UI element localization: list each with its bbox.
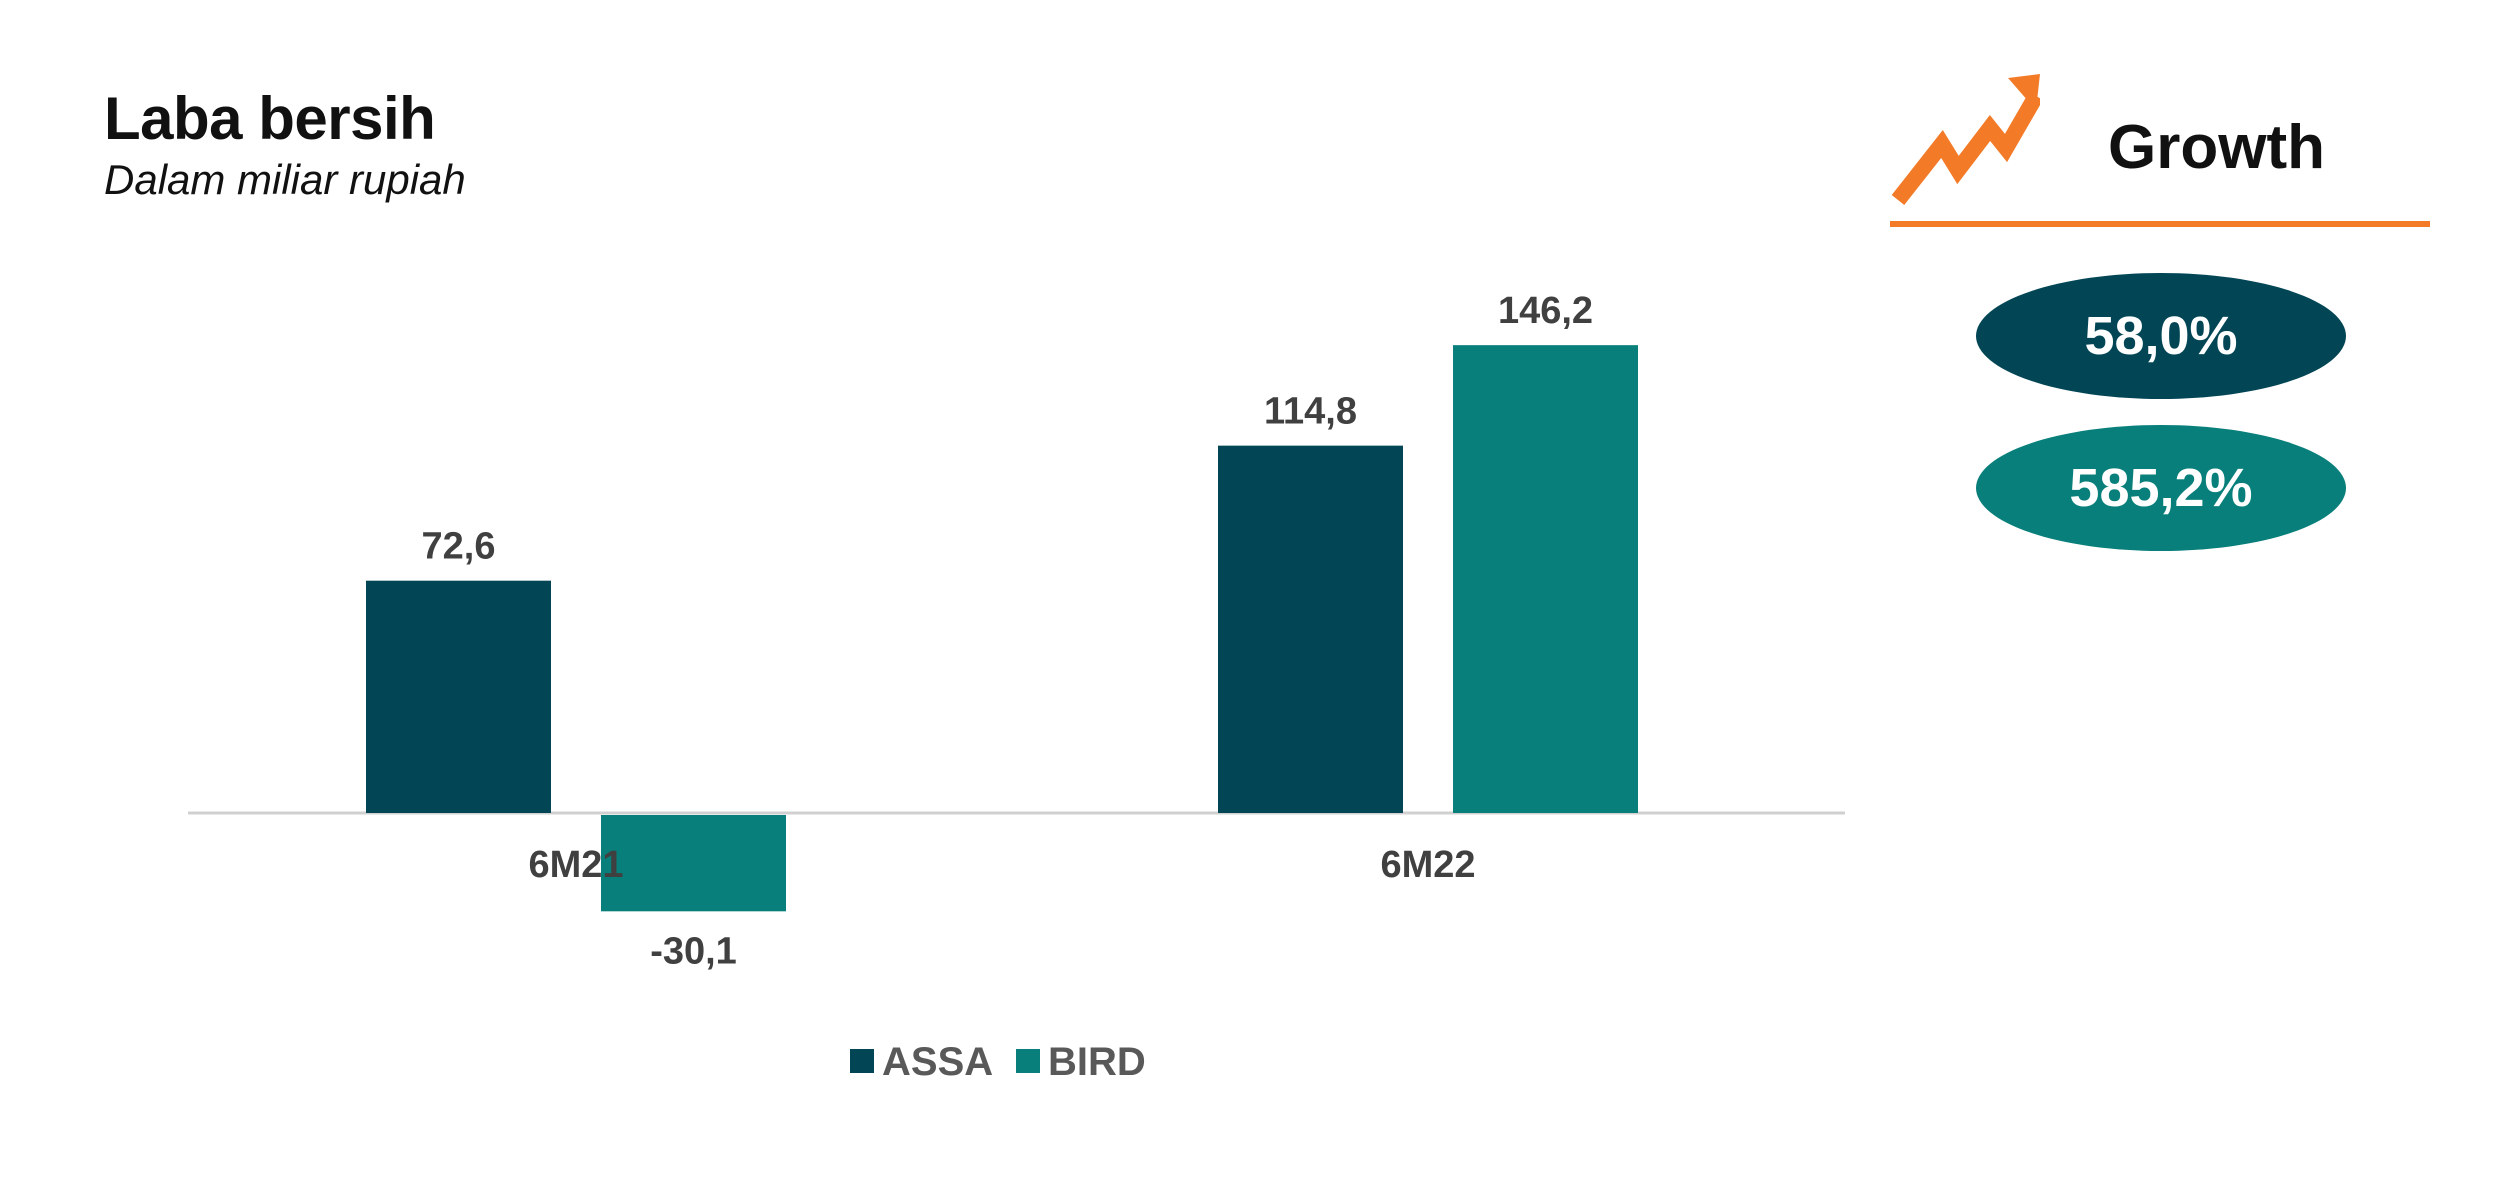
category-label-6m22: 6M22 <box>1380 844 1475 886</box>
trend-up-arrow-icon <box>1891 74 2040 205</box>
growth-panel: Growth 58,0% 585,2% <box>1890 60 2430 580</box>
chart-title: Laba bersih <box>104 85 436 152</box>
growth-label: Growth <box>2108 113 2325 182</box>
legend-swatch-assa <box>850 1049 874 1073</box>
bar-assa-6m22 <box>1218 445 1403 813</box>
legend-swatch-bird <box>1016 1049 1040 1073</box>
bar-bird-6m22 <box>1453 345 1638 813</box>
category-label-6m21: 6M21 <box>528 844 623 886</box>
bar-chart: 72,6 -30,1 6M21 114,8 146,2 6M22 ASSA BIRD <box>188 290 1845 1084</box>
growth-badge-bird: 585,2% <box>1976 425 2346 551</box>
data-label-bird-6m22: 146,2 <box>1498 290 1593 332</box>
data-label-bird-6m21: -30,1 <box>650 930 737 972</box>
legend-label-bird: BIRD <box>1048 1040 1146 1084</box>
legend-label-assa: ASSA <box>882 1040 993 1084</box>
bar-bird-6m21 <box>601 815 786 912</box>
data-label-assa-6m21: 72,6 <box>422 526 496 568</box>
data-label-assa-6m22: 114,8 <box>1264 391 1357 433</box>
chart-subtitle: Dalam miliar rupiah <box>104 156 466 203</box>
growth-divider <box>1890 221 2430 227</box>
bar-assa-6m21 <box>366 580 551 813</box>
growth-badge-assa: 58,0% <box>1976 273 2346 399</box>
